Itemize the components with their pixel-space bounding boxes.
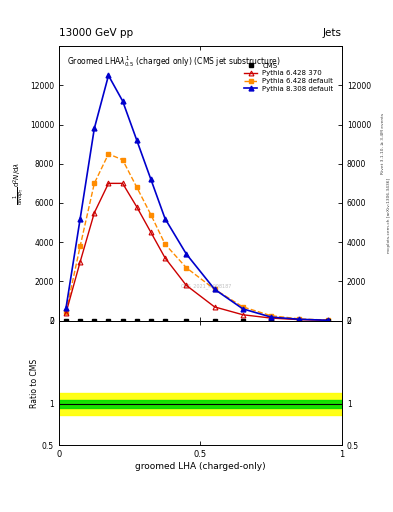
Text: Jets: Jets bbox=[323, 28, 342, 38]
Text: Rivet 3.1.10, ≥ 3.4M events: Rivet 3.1.10, ≥ 3.4M events bbox=[381, 113, 385, 174]
Legend: CMS, Pythia 6.428 370, Pythia 6.428 default, Pythia 8.308 default: CMS, Pythia 6.428 370, Pythia 6.428 defa… bbox=[242, 60, 336, 94]
Text: CMS_2021_I1998187: CMS_2021_I1998187 bbox=[180, 284, 232, 289]
Text: Groomed LHA$\lambda^{1}_{0.5}$ (charged only) (CMS jet substructure): Groomed LHA$\lambda^{1}_{0.5}$ (charged … bbox=[68, 54, 281, 69]
X-axis label: groomed LHA (charged-only): groomed LHA (charged-only) bbox=[135, 462, 266, 471]
Text: mcplots.cern.ch [arXiv:1306.3436]: mcplots.cern.ch [arXiv:1306.3436] bbox=[387, 178, 391, 252]
Y-axis label: Ratio to CMS: Ratio to CMS bbox=[30, 358, 39, 408]
Text: 13000 GeV pp: 13000 GeV pp bbox=[59, 28, 133, 38]
Y-axis label: $\frac{1}{\mathrm{d}N\,\mathrm{d}p_\mathrm{T}}\,\mathrm{d}^2N/\mathrm{d}\lambda$: $\frac{1}{\mathrm{d}N\,\mathrm{d}p_\math… bbox=[12, 162, 27, 205]
